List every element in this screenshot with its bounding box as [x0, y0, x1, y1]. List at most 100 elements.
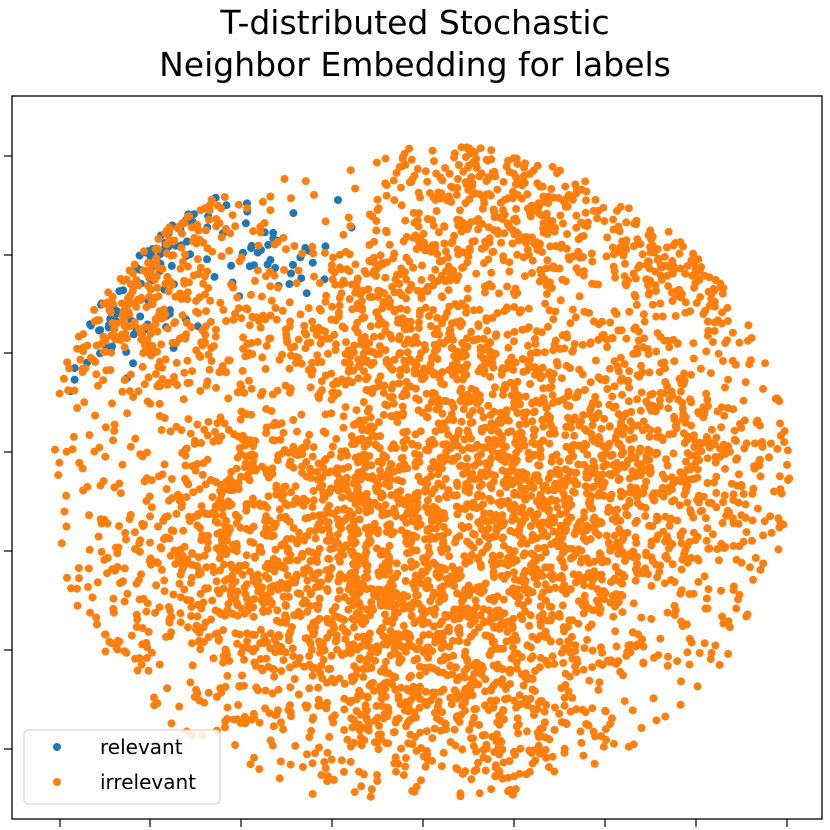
scatter-point-irrelevant — [208, 493, 217, 502]
scatter-point-irrelevant — [467, 384, 476, 393]
scatter-point-irrelevant — [434, 228, 443, 237]
scatter-point-irrelevant — [618, 579, 627, 588]
scatter-point-irrelevant — [179, 526, 188, 535]
scatter-point-irrelevant — [641, 512, 650, 520]
scatter-point-irrelevant — [650, 248, 659, 257]
scatter-point-irrelevant — [579, 574, 588, 583]
scatter-point-irrelevant — [345, 581, 354, 589]
scatter-point-irrelevant — [599, 742, 608, 751]
scatter-point-irrelevant — [537, 270, 546, 279]
scatter-point-irrelevant — [584, 473, 593, 482]
scatter-point-irrelevant — [376, 251, 385, 260]
scatter-point-irrelevant — [546, 563, 555, 572]
scatter-point-irrelevant — [528, 398, 537, 407]
scatter-point-irrelevant — [204, 417, 213, 426]
scatter-point-irrelevant — [523, 701, 532, 710]
scatter-point-irrelevant — [312, 569, 321, 578]
scatter-point-irrelevant — [432, 714, 441, 723]
scatter-point-irrelevant — [617, 375, 626, 384]
scatter-point-irrelevant — [193, 255, 202, 264]
scatter-point-irrelevant — [589, 606, 598, 615]
scatter-point-irrelevant — [441, 474, 450, 483]
scatter-point-irrelevant — [579, 232, 588, 240]
scatter-point-irrelevant — [565, 616, 574, 625]
scatter-point-irrelevant — [513, 377, 522, 386]
scatter-point-irrelevant — [630, 219, 639, 228]
scatter-point-irrelevant — [155, 399, 164, 408]
scatter-point-irrelevant — [479, 413, 488, 422]
scatter-point-irrelevant — [153, 558, 161, 567]
scatter-point-irrelevant — [668, 560, 677, 569]
scatter-point-irrelevant — [178, 218, 187, 227]
scatter-point-irrelevant — [543, 322, 552, 331]
scatter-point-irrelevant — [309, 487, 318, 495]
scatter-point-irrelevant — [274, 420, 283, 429]
scatter-point-irrelevant — [411, 384, 420, 393]
scatter-point-irrelevant — [605, 422, 614, 431]
scatter-point-irrelevant — [581, 386, 589, 394]
scatter-point-irrelevant — [718, 308, 727, 317]
scatter-point-irrelevant — [676, 700, 685, 709]
scatter-point-irrelevant — [200, 272, 209, 281]
scatter-point-irrelevant — [563, 230, 572, 239]
scatter-point-irrelevant — [626, 648, 635, 657]
scatter-point-irrelevant — [165, 534, 174, 543]
scatter-point-irrelevant — [689, 339, 698, 348]
scatter-point-irrelevant — [755, 421, 764, 430]
scatter-point-irrelevant — [90, 305, 99, 314]
scatter-point-irrelevant — [381, 610, 389, 619]
scatter-point-irrelevant — [430, 485, 439, 494]
scatter-point-irrelevant — [261, 365, 270, 373]
scatter-point-irrelevant — [243, 204, 252, 213]
scatter-point-irrelevant — [335, 293, 344, 302]
scatter-point-irrelevant — [610, 382, 619, 391]
scatter-point-irrelevant — [294, 335, 303, 344]
scatter-point-irrelevant — [387, 491, 396, 500]
scatter-point-irrelevant — [121, 528, 130, 537]
scatter-point-irrelevant — [205, 215, 213, 224]
scatter-point-irrelevant — [475, 482, 484, 491]
scatter-point-irrelevant — [571, 393, 580, 402]
scatter-point-irrelevant — [250, 552, 259, 561]
scatter-point-irrelevant — [625, 474, 634, 483]
scatter-point-irrelevant — [365, 523, 374, 532]
scatter-point-irrelevant — [676, 468, 685, 477]
scatter-point-irrelevant — [264, 492, 273, 501]
scatter-point-irrelevant — [91, 411, 100, 420]
scatter-point-irrelevant — [702, 347, 711, 356]
scatter-point-irrelevant — [153, 327, 162, 336]
scatter-point-irrelevant — [301, 634, 310, 643]
scatter-point-irrelevant — [528, 256, 537, 265]
scatter-point-irrelevant — [116, 274, 125, 283]
scatter-point-irrelevant — [539, 588, 548, 597]
scatter-point-irrelevant — [628, 706, 637, 715]
scatter-point-irrelevant — [495, 213, 504, 222]
scatter-point-irrelevant — [311, 534, 320, 543]
scatter-point-irrelevant — [509, 194, 517, 203]
scatter-point-irrelevant — [366, 792, 375, 801]
scatter-point-irrelevant — [251, 644, 260, 653]
scatter-point-irrelevant — [417, 776, 425, 785]
scatter-point-irrelevant — [491, 532, 500, 541]
scatter-point-irrelevant — [86, 608, 95, 617]
scatter-point-irrelevant — [344, 463, 353, 472]
scatter-point-irrelevant — [437, 548, 446, 556]
scatter-point-irrelevant — [183, 295, 192, 304]
scatter-point-irrelevant — [496, 620, 505, 629]
scatter-point-irrelevant — [647, 581, 656, 590]
scatter-point-irrelevant — [407, 563, 416, 571]
scatter-point-irrelevant — [437, 644, 446, 652]
scatter-point-irrelevant — [101, 452, 110, 461]
scatter-point-irrelevant — [685, 660, 694, 669]
scatter-point-irrelevant — [597, 424, 606, 433]
scatter-point-irrelevant — [461, 486, 470, 495]
scatter-point-irrelevant — [664, 487, 673, 496]
scatter-point-irrelevant — [576, 727, 585, 736]
scatter-point-irrelevant — [720, 411, 729, 420]
scatter-point-irrelevant — [395, 162, 404, 171]
scatter-point-irrelevant — [689, 528, 698, 537]
scatter-point-irrelevant — [453, 481, 462, 490]
scatter-point-irrelevant — [523, 233, 531, 242]
scatter-point-irrelevant — [205, 365, 214, 374]
scatter-point-irrelevant — [417, 349, 425, 358]
